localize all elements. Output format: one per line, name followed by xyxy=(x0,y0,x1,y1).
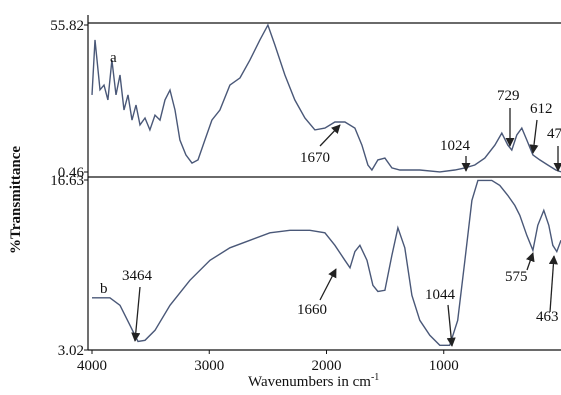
annotation-arrow xyxy=(548,255,558,313)
annotation-arrow xyxy=(319,268,337,301)
y-axis-label: %Transmittance xyxy=(8,146,24,254)
x-axis-label: Wavenumbers in cm-1 xyxy=(248,372,379,390)
x-axis-label-text: Wavenumbers in cm xyxy=(248,374,371,390)
annotation: 729 xyxy=(497,88,520,104)
annotation: 3464 xyxy=(122,268,153,284)
x-tick-label: 1000 xyxy=(429,358,459,374)
annotation: 1660 xyxy=(297,302,327,318)
annotation: 479 xyxy=(547,126,561,142)
annotation-arrow xyxy=(446,304,456,347)
annotation-arrow xyxy=(319,124,341,147)
x-tick-label: 2000 xyxy=(312,358,342,374)
annotation: 1024 xyxy=(440,138,471,154)
annotation: b xyxy=(100,281,108,297)
spectrum-line xyxy=(91,23,561,173)
annotation-arrow xyxy=(525,252,535,271)
spectrum-line xyxy=(92,179,561,346)
annotation: 575 xyxy=(505,269,528,285)
x-tick-label: 3000 xyxy=(194,358,224,374)
y-tick-label: 3.02 xyxy=(58,343,84,359)
annotation: 1670 xyxy=(300,150,330,166)
y-tick-label: 55.82 xyxy=(50,18,84,34)
annotation-arrow xyxy=(131,286,141,342)
annotation: a xyxy=(110,50,117,66)
y-tick-label: 16.63 xyxy=(50,173,84,189)
annotation: 463 xyxy=(536,309,559,325)
y-tick-label: 0.46 xyxy=(58,165,85,181)
annotation: 1044 xyxy=(425,287,456,303)
x-axis-label-sup: -1 xyxy=(371,372,379,383)
annotation-arrow xyxy=(529,119,539,154)
x-tick-label: 4000 xyxy=(77,358,107,374)
annotation: 612 xyxy=(530,101,553,117)
